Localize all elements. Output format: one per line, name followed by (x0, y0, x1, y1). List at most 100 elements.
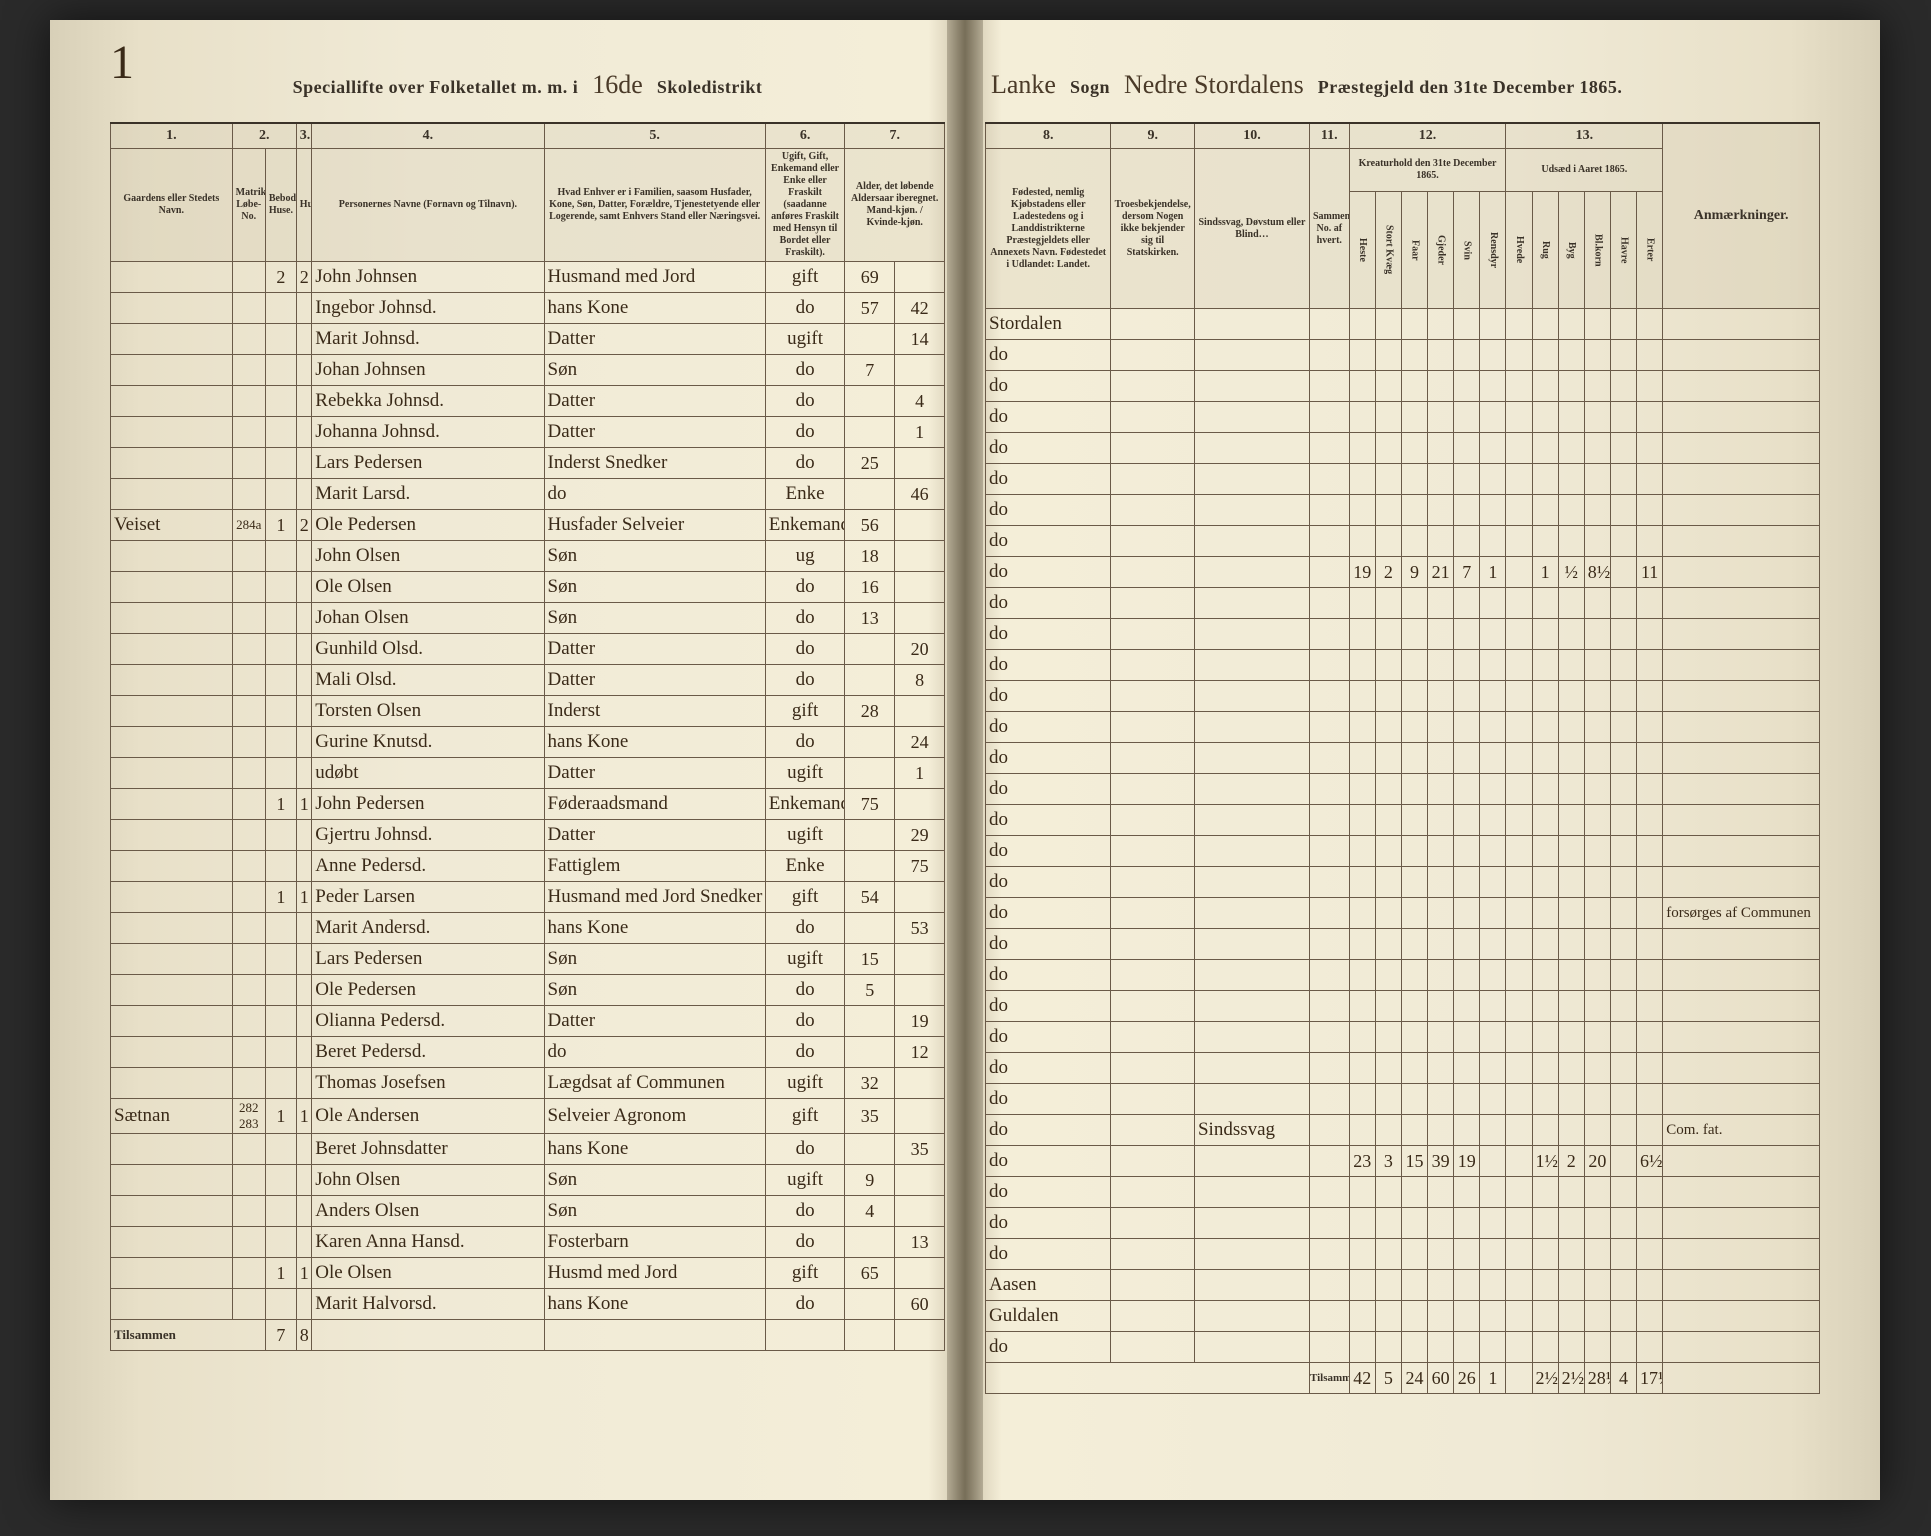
disability (1194, 402, 1309, 433)
crop (1637, 836, 1663, 867)
position: Datter (544, 634, 765, 665)
sub-head: Byg (1558, 192, 1584, 309)
livestock (1375, 526, 1401, 557)
religion (1111, 898, 1195, 929)
matrikul-no: 284a (232, 510, 265, 541)
houses (265, 448, 296, 479)
table-row: do (986, 464, 1820, 495)
matrikul-no (232, 541, 265, 572)
crop (1558, 619, 1584, 650)
marital-status: do (765, 448, 845, 479)
houses (265, 820, 296, 851)
crop (1506, 836, 1532, 867)
houses (265, 944, 296, 975)
birthplace: do (986, 1177, 1111, 1208)
table-row: Lars PedersenSønugift15 (111, 944, 945, 975)
remarks (1663, 340, 1820, 371)
crop (1610, 1332, 1636, 1363)
farm-name (111, 293, 233, 324)
age-female (895, 975, 945, 1006)
farm-name (111, 820, 233, 851)
disability (1194, 1270, 1309, 1301)
disability (1194, 371, 1309, 402)
crop (1637, 774, 1663, 805)
birthplace: do (986, 681, 1111, 712)
marital-status: do (765, 355, 845, 386)
livestock (1428, 1177, 1454, 1208)
matrikul-no (232, 448, 265, 479)
livestock (1454, 1084, 1480, 1115)
matrikul-no (232, 851, 265, 882)
count (1309, 867, 1349, 898)
person-name: Ole Pedersen (312, 975, 544, 1006)
marital-status: Enke (765, 851, 845, 882)
crop (1637, 1239, 1663, 1270)
disability (1194, 588, 1309, 619)
houses (265, 572, 296, 603)
livestock: 9 (1401, 557, 1427, 588)
crop (1637, 1270, 1663, 1301)
crop (1532, 867, 1558, 898)
matrikul-no (232, 789, 265, 820)
total-c13: 17½ (1637, 1363, 1663, 1394)
farm-name: Veiset (111, 510, 233, 541)
crop (1584, 588, 1610, 619)
crop (1610, 1022, 1636, 1053)
person-name: Ole Andersen (312, 1099, 544, 1134)
households (296, 479, 311, 510)
livestock (1454, 1239, 1480, 1270)
crop (1584, 836, 1610, 867)
livestock (1428, 495, 1454, 526)
crop (1637, 712, 1663, 743)
crop (1637, 340, 1663, 371)
birthplace: do (986, 991, 1111, 1022)
col-num: 2. (232, 123, 296, 149)
livestock (1349, 464, 1375, 495)
crop (1506, 774, 1532, 805)
religion (1111, 1177, 1195, 1208)
crop (1610, 774, 1636, 805)
crop (1532, 805, 1558, 836)
crop (1506, 1177, 1532, 1208)
livestock (1401, 1053, 1427, 1084)
person-name: Marit Andersd. (312, 913, 544, 944)
livestock (1480, 1301, 1506, 1332)
age-male: 25 (845, 448, 895, 479)
total-c13: 28½ (1584, 1363, 1610, 1394)
crop (1532, 650, 1558, 681)
table-row: Ole PedersenSøndo5 (111, 975, 945, 1006)
marital-status: do (765, 634, 845, 665)
livestock (1480, 1332, 1506, 1363)
age-male (845, 1227, 895, 1258)
livestock (1454, 991, 1480, 1022)
marital-status: ugift (765, 324, 845, 355)
marital-status: Enke (765, 479, 845, 510)
position: Husmd med Jord (544, 1258, 765, 1289)
matrikul-no (232, 1006, 265, 1037)
livestock (1375, 867, 1401, 898)
header-text: Sogn (1070, 77, 1110, 98)
religion (1111, 526, 1195, 557)
livestock (1349, 402, 1375, 433)
crop (1610, 650, 1636, 681)
houses (265, 975, 296, 1006)
birthplace: do (986, 402, 1111, 433)
crop: 2 (1558, 1146, 1584, 1177)
marital-status: do (765, 572, 845, 603)
households (296, 572, 311, 603)
age-female (895, 944, 945, 975)
disability (1194, 309, 1309, 340)
crop (1610, 1146, 1636, 1177)
livestock (1454, 495, 1480, 526)
livestock (1375, 1239, 1401, 1270)
livestock (1454, 867, 1480, 898)
crop (1584, 805, 1610, 836)
livestock (1454, 836, 1480, 867)
position: Husfader Selveier (544, 510, 765, 541)
livestock (1454, 1053, 1480, 1084)
col-head: Sindssvag, Døvstum eller Blind… (1194, 149, 1309, 309)
livestock (1349, 1053, 1375, 1084)
crop (1558, 1177, 1584, 1208)
crop (1506, 991, 1532, 1022)
table-row: Johan OlsenSøndo13 (111, 603, 945, 634)
